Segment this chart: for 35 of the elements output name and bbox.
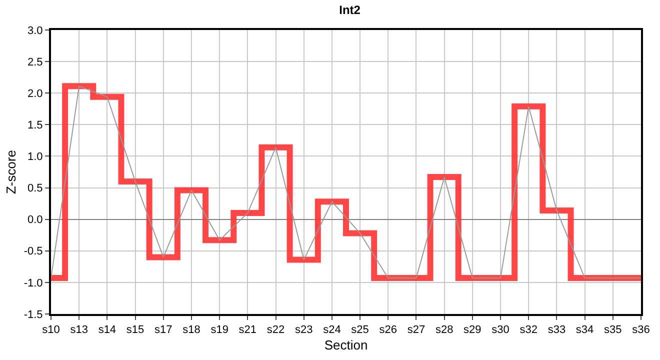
y-tick-label: 2.0 (28, 88, 43, 100)
x-axis-title: Section (324, 337, 368, 352)
x-tick-label: s29 (464, 324, 482, 336)
x-tick-label: s19 (210, 324, 228, 336)
x-tick-label: s36 (632, 324, 650, 336)
x-tick-label: s25 (351, 324, 369, 336)
x-tick-label: s17 (154, 324, 172, 336)
x-tick-label: s24 (323, 324, 341, 336)
x-tick-label: s32 (520, 324, 538, 336)
x-tick-label: s28 (435, 324, 454, 336)
y-tick-label: 2.5 (28, 56, 43, 68)
x-tick-label: s23 (294, 324, 313, 336)
x-tick-label: s13 (70, 324, 88, 336)
x-tick-label: s14 (98, 324, 116, 336)
x-tick-label: s21 (238, 324, 257, 336)
x-tick-label: s35 (604, 324, 622, 336)
x-tick-label: s18 (182, 324, 200, 336)
x-tick-label: s27 (407, 324, 426, 336)
x-tick-label: s22 (266, 324, 285, 336)
x-tick-label: s30 (492, 324, 510, 336)
y-tick-label: 0.0 (28, 214, 43, 226)
y-axis-title: Z-score (3, 150, 18, 194)
x-tick-label: s15 (126, 324, 144, 336)
y-tick-label: 1.0 (28, 151, 43, 164)
y-tick-label: -1.5 (24, 308, 43, 321)
x-tick-label: s26 (379, 324, 398, 336)
y-tick-label: -1.0 (24, 277, 43, 290)
y-tick-label: 0.5 (28, 182, 43, 195)
x-tick-label: s10 (42, 324, 60, 336)
y-tick-label: 3.0 (28, 24, 43, 37)
y-tick-label: 1.5 (28, 120, 43, 132)
x-tick-label: s34 (576, 324, 594, 336)
x-tick-label: s33 (548, 324, 566, 336)
y-tick-label: -0.5 (24, 246, 43, 258)
chart-title: Int2 (339, 2, 361, 17)
